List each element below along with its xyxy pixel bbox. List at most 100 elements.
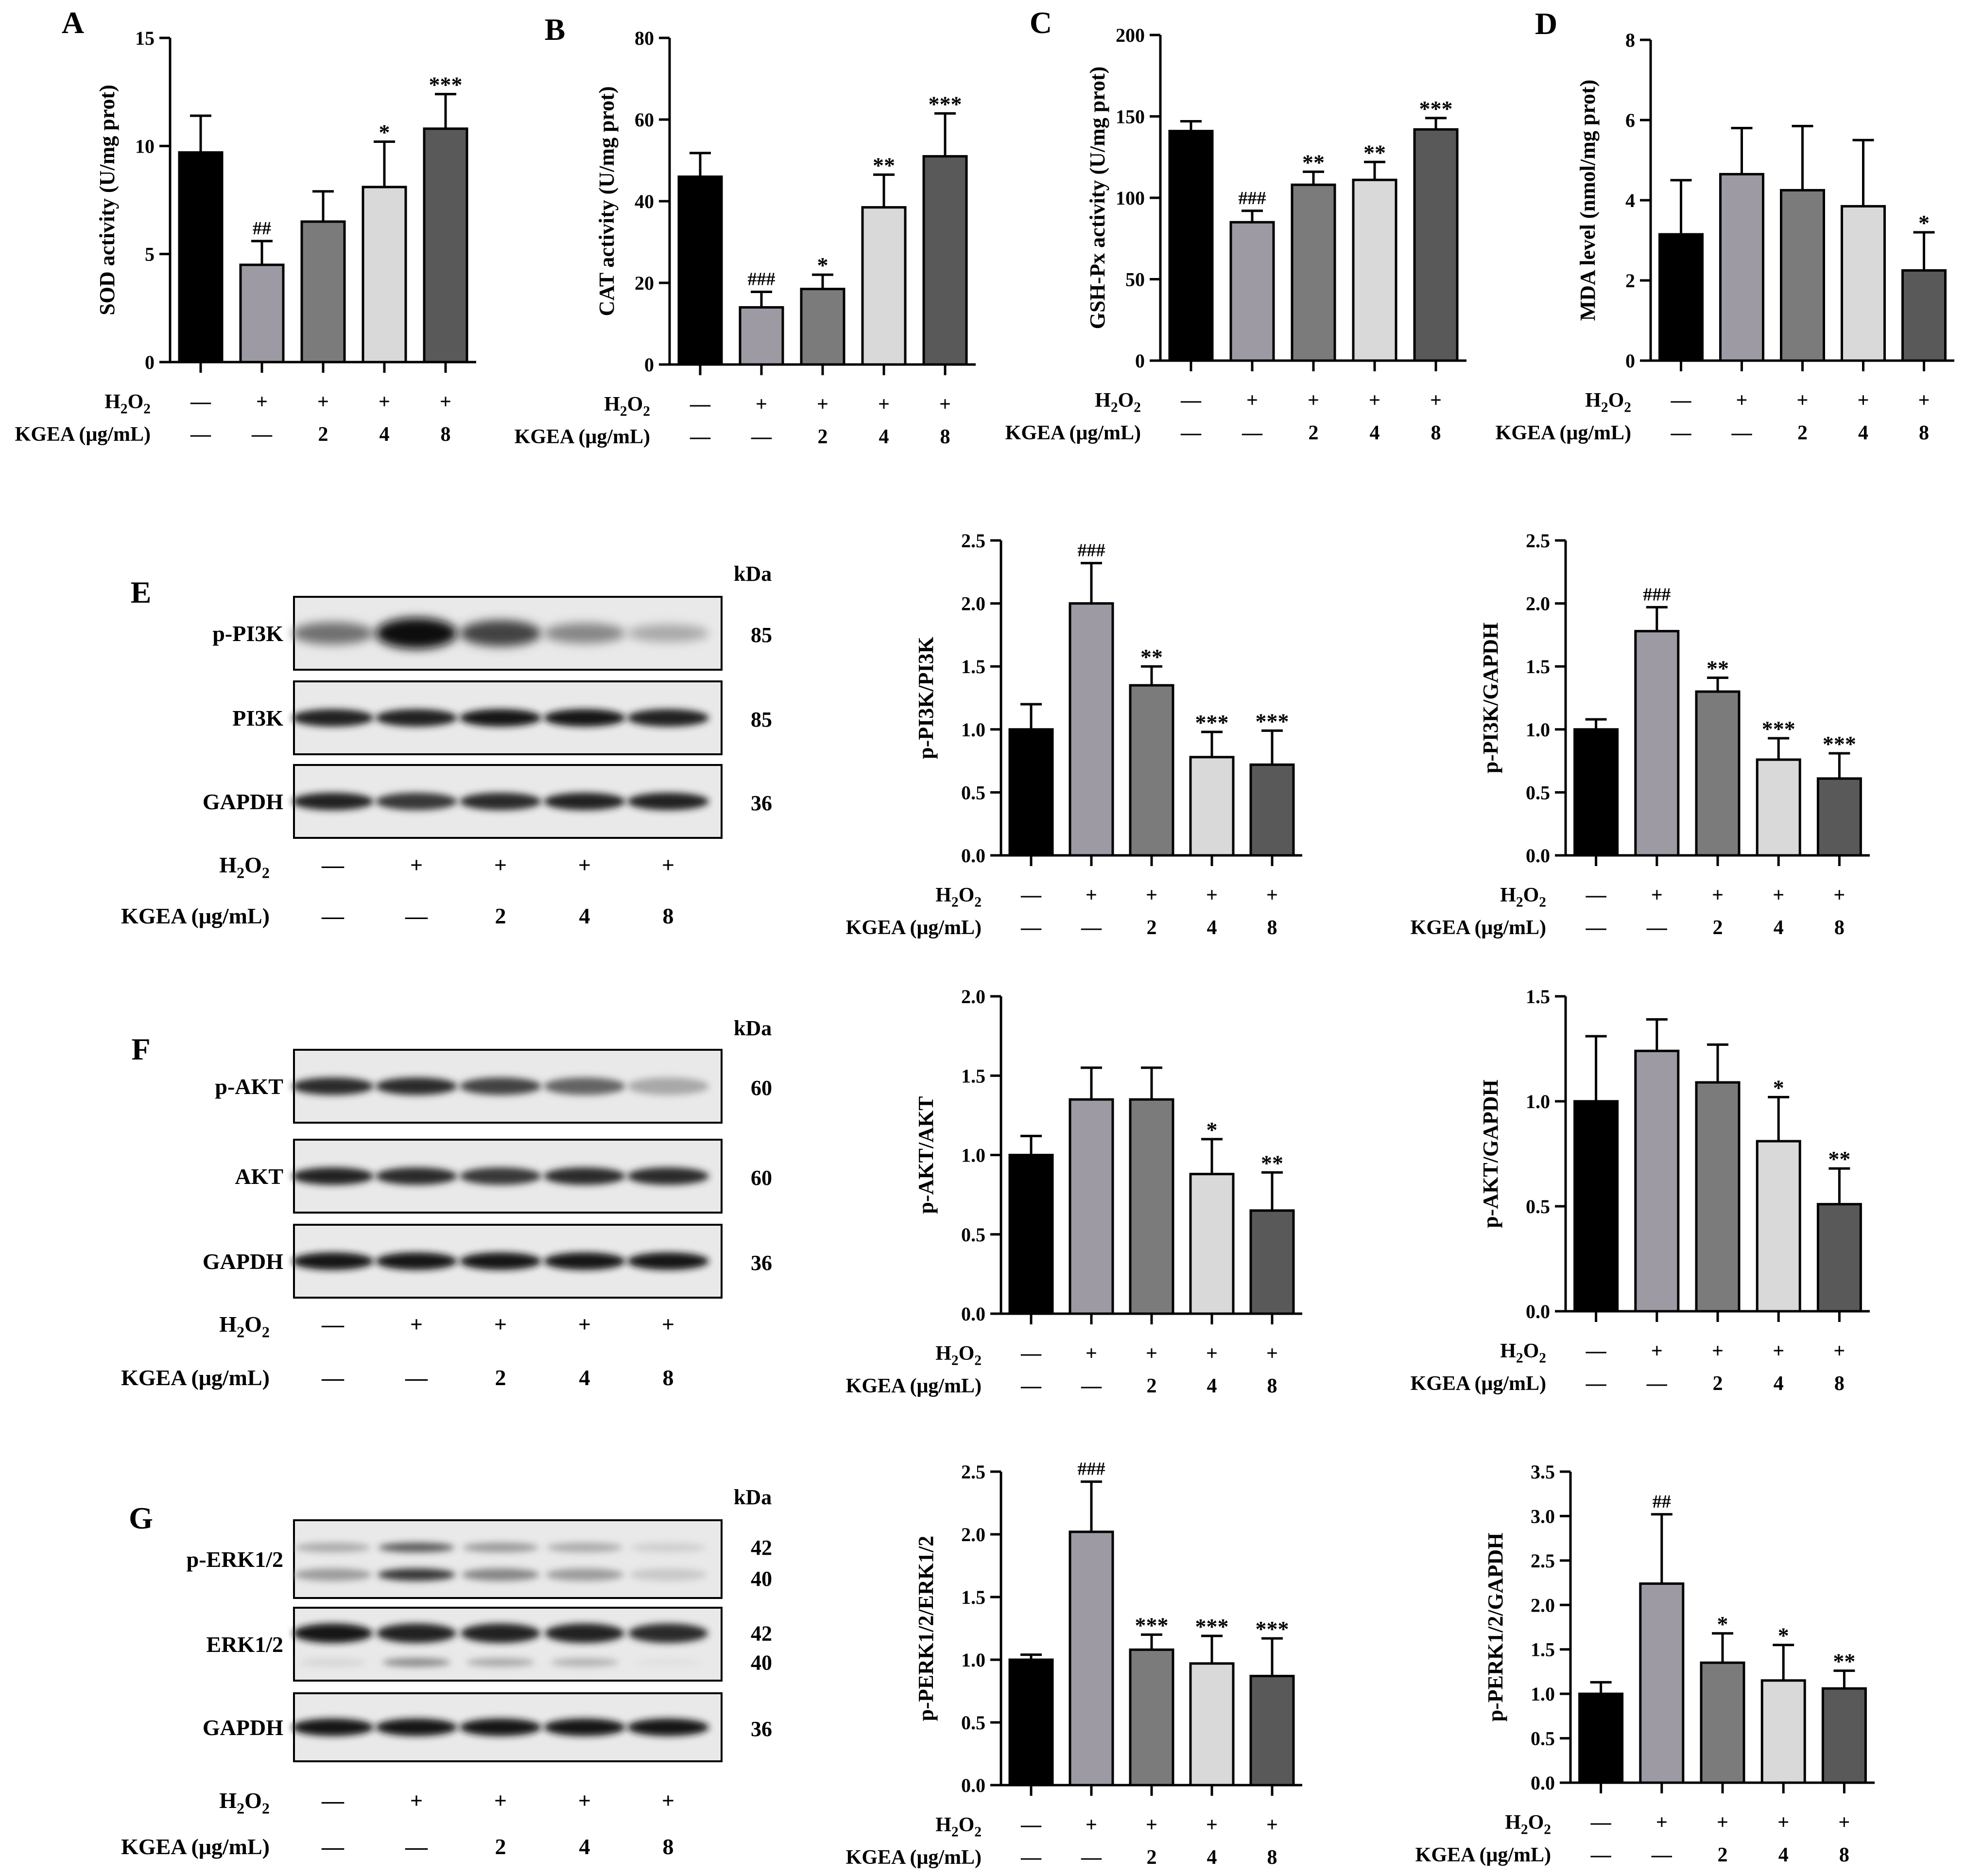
y-tick-label: 200 [1116,24,1145,46]
h2o2-sign: + [1086,884,1097,906]
protein-band [544,1719,625,1736]
y-tick-label: 2.0 [1531,1594,1555,1616]
h2o2-sign: + [1712,1340,1724,1362]
significance-label: *** [1195,1614,1229,1639]
bar [1695,1081,1741,1313]
kgea-dose: 2 [1713,1372,1723,1395]
y-axis-label: p-AKT/GAPDH [1479,1079,1502,1228]
kgea-dose: — [190,423,211,446]
h2o2-sign: + [494,1788,507,1813]
bar [423,127,468,364]
bar [362,186,407,364]
protein-band [292,1167,374,1185]
h2o2-row-label: H2O2 [935,1814,982,1840]
y-axis-label: CAT activity (U/mg prot) [595,87,619,316]
bar [1578,1692,1624,1784]
bar [1008,1658,1054,1787]
protein-band [630,1543,706,1552]
protein-band [382,1658,450,1667]
h2o2-sign: + [1086,1814,1097,1836]
significance-label: *** [929,91,962,116]
kgea-dose: — [690,426,711,448]
significance-label: ** [1828,1146,1850,1171]
panel-letter: G [129,1501,153,1535]
y-tick-label: 0.0 [1526,845,1550,867]
significance-label: * [1773,1075,1784,1100]
h2o2-row-label: H2O2 [104,391,151,417]
y-tick-label: 1.0 [1526,1091,1550,1112]
h2o2-sign: + [1266,1814,1278,1836]
protein-band [466,1658,535,1667]
kgea-row-label: KGEA (μg/mL) [846,1375,982,1397]
protein-label: AKT [235,1164,283,1189]
chart-f1: 0.00.51.01.52.0p-AKT/AKT ***KGEA (μg/mL)—… [846,986,1302,1397]
bar [677,175,723,366]
kgea-dose: — [1671,422,1692,444]
significance-label: ** [873,153,895,177]
kgea-dose: — [1020,1846,1042,1869]
y-tick-label: 8 [1625,29,1635,51]
kgea-dose: — [405,1365,428,1390]
h2o2-sign: + [494,852,507,877]
protein-band [460,1077,541,1095]
kgea-dose: 8 [1839,1844,1849,1866]
kgea-dose: — [251,423,273,446]
protein-band [627,1077,709,1095]
kgea-dose: 4 [1858,422,1868,444]
y-tick-label: 1.5 [961,656,985,677]
y-tick-label: 1.5 [1531,1639,1555,1661]
kgea-dose: — [1081,1846,1102,1869]
protein-band [463,1543,538,1552]
bar [239,263,285,364]
kgea-dose: — [405,1834,428,1859]
kgea-row-label: KGEA (μg/mL) [1005,422,1141,444]
kgea-dose: 2 [318,423,328,446]
h2o2-sign: + [1777,1811,1789,1834]
y-tick-label: 40 [635,191,654,212]
protein-band [627,625,709,642]
protein-label: GAPDH [203,1249,283,1274]
bar [1008,1154,1054,1315]
y-axis-label: MDA level (nmol/mg prot) [1576,80,1600,321]
y-axis-label: p-PI3K/PI3K [914,637,938,759]
kgea-dose: 4 [1774,1372,1784,1395]
bar [1129,684,1174,857]
h2o2-sign: + [410,852,423,877]
kgea-dose: 4 [1207,1846,1217,1869]
y-tick-label: 0.0 [1531,1772,1555,1794]
significance-label: * [1778,1623,1789,1648]
kgea-dose: — [751,426,772,448]
kgea-row-label: KGEA (μg/mL) [15,423,151,446]
h2o2-sign: + [1838,1811,1850,1834]
y-tick-label: 1.0 [961,1649,985,1671]
y-tick-label: 2 [1625,270,1635,292]
significance-label: * [817,253,828,278]
h2o2-sign: + [662,852,674,877]
kgea-dose: 4 [1370,422,1380,444]
chart-g2: 0.0 0.5 1.0 1.5 2.0 2.5 3.0 3.5 p-PERK1/2/GAPDH #… [1415,1461,1875,1866]
kgea-dose: 2 [818,426,828,448]
kgea-dose: 8 [1919,422,1929,444]
bar [178,151,224,364]
significance-label: *** [1256,709,1289,733]
y-tick-label: 4 [1625,190,1635,211]
y-tick-label: 1.5 [1526,656,1550,677]
protein-band [294,1568,372,1581]
h2o2-sign: + [1736,389,1748,412]
bar [1719,173,1764,362]
kgea-dose: 4 [579,1834,590,1859]
y-axis-label: GSH-Px activity (U/mg prot) [1086,67,1109,330]
h2o2-sign: — [1180,389,1202,412]
kgea-dose: 2 [1309,422,1319,444]
kgea-dose: 8 [663,1365,674,1390]
significance-label: ### [748,269,776,289]
h2o2-sign: + [1369,389,1380,412]
kda-value: 40 [751,1567,772,1591]
bar [1291,183,1336,362]
significance-label: ### [1239,188,1266,208]
protein-band [460,709,541,727]
significance-label: ** [1261,1150,1283,1175]
protein-band [544,1167,625,1185]
y-tick-label: 0.0 [1526,1301,1550,1322]
protein-band [293,1623,373,1643]
